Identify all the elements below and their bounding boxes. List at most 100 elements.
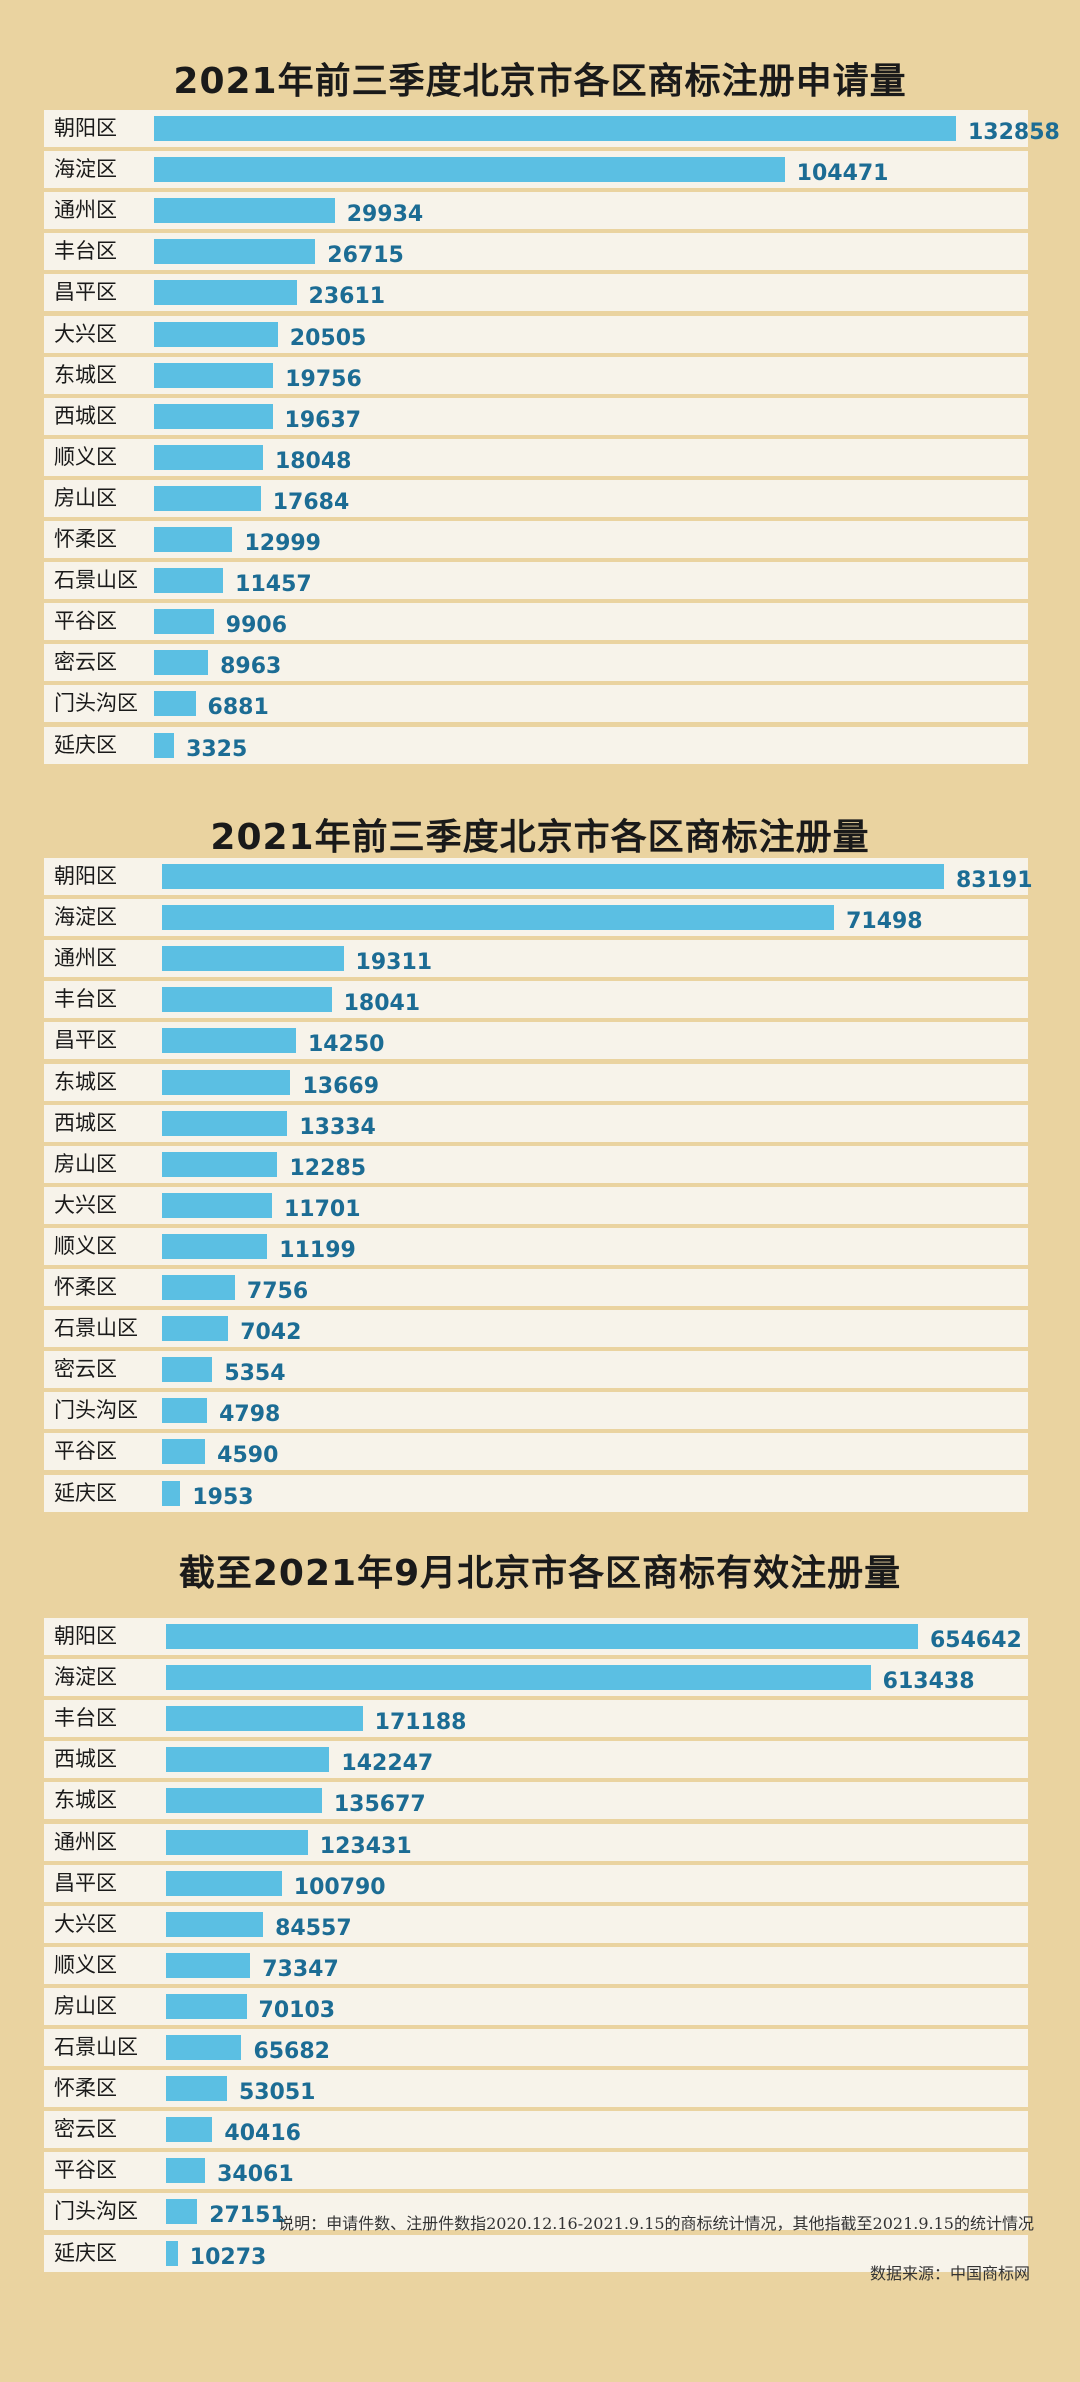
bar-row: 昌平区 14250: [44, 1022, 1028, 1060]
bar: [154, 732, 175, 758]
value-label: 19311: [355, 950, 433, 976]
value-label: 17684: [272, 489, 350, 515]
chart-title-applications: 2021年前三季度北京市各区商标注册申请量: [173, 61, 907, 102]
bar-row: 延庆区 10273: [44, 2234, 1028, 2272]
bar: [162, 1069, 291, 1095]
category-label: 丰台区: [54, 239, 117, 264]
value-label: 11701: [283, 1196, 361, 1222]
value-label: 171188: [374, 1710, 467, 1736]
bar: [162, 864, 944, 890]
bar-row: 大兴区 84557: [44, 1905, 1028, 1943]
bar: [162, 1398, 208, 1424]
category-label: 西城区: [54, 1110, 117, 1135]
bar: [166, 2117, 213, 2143]
value-label: 70103: [258, 1997, 336, 2023]
bar: [162, 987, 332, 1013]
value-label: 18041: [343, 991, 421, 1017]
category-label: 通州区: [54, 946, 117, 971]
bar-row: 顺义区 11199: [44, 1227, 1028, 1265]
category-label: 延庆区: [54, 732, 117, 757]
bar-row: 门头沟区 27151: [44, 2193, 1028, 2231]
bar-row: 西城区 13334: [44, 1104, 1028, 1142]
bar-row: 石景山区 65682: [44, 2029, 1028, 2067]
bar-row: 怀柔区 7756: [44, 1269, 1028, 1307]
value-label: 7042: [240, 1320, 302, 1346]
bar-row: 朝阳区 83191: [44, 858, 1033, 896]
bar-row: 顺义区 18048: [44, 438, 1028, 476]
bar: [166, 1952, 251, 1978]
category-label: 怀柔区: [54, 2076, 117, 2101]
bar-row: 西城区 142247: [44, 1741, 1028, 1779]
bar: [154, 116, 956, 142]
category-label: 西城区: [54, 403, 117, 428]
value-label: 1953: [192, 1484, 254, 1510]
category-label: 昌平区: [54, 1870, 117, 1895]
value-label: 6881: [207, 695, 269, 721]
bar-row: 密云区 5354: [44, 1351, 1028, 1389]
value-label: 34061: [217, 2162, 294, 2188]
bar: [154, 157, 785, 183]
category-label: 朝阳区: [54, 1624, 117, 1648]
bar-row: 石景山区 11457: [44, 562, 1028, 600]
value-label: 18048: [274, 448, 352, 474]
value-label: 26715: [327, 243, 404, 269]
bar: [154, 527, 233, 553]
bar: [154, 650, 209, 676]
category-label: 石景山区: [54, 1316, 138, 1341]
bar: [162, 1028, 296, 1054]
bar-row: 通州区 123431: [44, 1823, 1028, 1861]
category-label: 昌平区: [54, 280, 117, 305]
category-label: 顺义区: [54, 1952, 117, 1977]
bar: [154, 362, 274, 388]
bar: [162, 946, 344, 972]
bar-row: 平谷区 34061: [44, 2152, 1028, 2190]
bar: [154, 609, 214, 635]
category-label: 通州区: [54, 1829, 117, 1854]
category-label: 大兴区: [54, 1192, 117, 1217]
value-label: 83191: [956, 868, 1033, 893]
data-source: 数据来源：中国商标网: [869, 2264, 1030, 2283]
bar: [154, 198, 335, 224]
category-label: 通州区: [54, 198, 117, 223]
bar-row: 顺义区 73347: [44, 1946, 1028, 1984]
bar-row: 西城区 19637: [44, 397, 1028, 435]
bar-row: 密云区 8963: [44, 644, 1028, 682]
category-label: 房山区: [54, 1993, 117, 2018]
bar: [162, 1110, 288, 1136]
category-label: 东城区: [54, 362, 117, 387]
bar-row: 门头沟区 6881: [44, 685, 1028, 723]
bar: [166, 2199, 198, 2225]
bar: [166, 1665, 871, 1691]
category-label: 延庆区: [54, 1480, 117, 1505]
category-label: 海淀区: [54, 157, 117, 182]
bar-row: 丰台区 171188: [44, 1700, 1028, 1738]
bar: [166, 1829, 308, 1855]
bar: [166, 2158, 206, 2184]
bar-row: 大兴区 20505: [44, 315, 1028, 353]
bar: [166, 1870, 282, 1896]
bar-row: 昌平区 23611: [44, 274, 1028, 312]
value-label: 4798: [219, 1402, 281, 1428]
category-label: 房山区: [54, 1151, 117, 1176]
category-label: 海淀区: [54, 1665, 117, 1690]
category-label: 门头沟区: [54, 691, 138, 716]
category-label: 石景山区: [54, 2035, 138, 2059]
bar: [154, 444, 263, 470]
category-label: 密云区: [54, 2117, 117, 2142]
bar-row: 平谷区 4590: [44, 1433, 1028, 1471]
bar: [162, 905, 835, 931]
value-label: 12285: [289, 1155, 367, 1181]
category-label: 海淀区: [54, 905, 117, 930]
value-label: 11457: [235, 572, 312, 598]
category-label: 昌平区: [54, 1028, 117, 1053]
footnote: 说明：申请件数、注册件数指2020.12.16-2021.9.15的商标统计情况…: [278, 2214, 1034, 2233]
value-label: 8963: [220, 654, 282, 680]
category-label: 密云区: [54, 650, 117, 675]
bar-row: 密云区 40416: [44, 2111, 1028, 2149]
bar-row: 朝阳区 654642: [44, 1618, 1028, 1656]
bar-row: 昌平区 100790: [44, 1864, 1028, 1902]
value-label: 142247: [341, 1751, 434, 1777]
bar: [166, 2035, 242, 2061]
category-label: 石景山区: [54, 568, 138, 593]
bar: [154, 568, 224, 594]
